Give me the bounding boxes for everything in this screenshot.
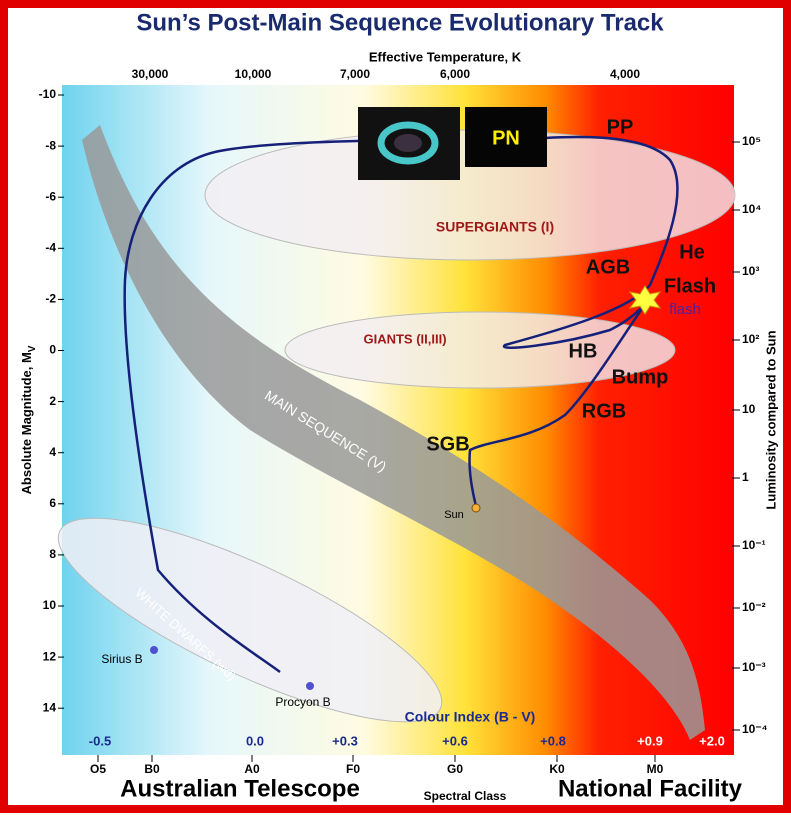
left-tick-label: -6 bbox=[45, 189, 56, 203]
colour-index-label: 0.0 bbox=[246, 733, 264, 748]
spectral-label: M0 bbox=[647, 762, 664, 776]
spectral-label: F0 bbox=[346, 762, 360, 776]
spectral-label: G0 bbox=[447, 762, 463, 776]
left-axis-title-text: Absolute Magnitude, M bbox=[19, 352, 34, 494]
right-tick-label: 10³ bbox=[742, 264, 759, 278]
right-tick-label: 1 bbox=[742, 470, 749, 484]
procyon-b-label: Procyon B bbox=[275, 695, 330, 709]
left-tick-label: 0 bbox=[49, 343, 56, 357]
footer-left: Australian Telescope bbox=[120, 775, 360, 802]
colour-index-label: +2.0 bbox=[699, 733, 725, 748]
procyon-b-dot bbox=[306, 682, 314, 690]
colour-index-label: -0.5 bbox=[89, 733, 111, 748]
spectral-label: A0 bbox=[244, 762, 260, 776]
flash-label: Flash bbox=[664, 275, 716, 297]
sun-dot bbox=[472, 504, 480, 512]
sirius-b-label: Sirius B bbox=[101, 652, 142, 666]
he-label: He bbox=[679, 241, 705, 263]
right-tick-label: 10⁻⁴ bbox=[742, 722, 768, 736]
spectral-label: B0 bbox=[144, 762, 160, 776]
left-axis-subscript: V bbox=[27, 345, 38, 352]
colour-index-label: +0.6 bbox=[442, 733, 468, 748]
footer-right: National Facility bbox=[558, 775, 743, 802]
top-tick-label: 10,000 bbox=[235, 67, 272, 81]
sun-label: Sun bbox=[444, 509, 464, 521]
left-tick-label: -2 bbox=[45, 292, 56, 306]
spectral-class-title: Spectral Class bbox=[424, 789, 507, 803]
left-tick-label: 2 bbox=[49, 394, 56, 408]
left-tick-label: -4 bbox=[45, 240, 56, 254]
top-tick-label: 6,000 bbox=[440, 67, 470, 81]
spectral-label: O5 bbox=[90, 762, 106, 776]
right-tick-label: 10⁴ bbox=[742, 202, 761, 216]
supergiants-label: SUPERGIANTS (I) bbox=[436, 219, 554, 235]
top-tick-label: 4,000 bbox=[610, 67, 640, 81]
left-tick-label: 6 bbox=[49, 496, 56, 510]
left-tick-label: 10 bbox=[43, 598, 57, 612]
left-tick-label: -10 bbox=[39, 87, 57, 101]
right-tick-label: 10⁵ bbox=[742, 134, 761, 148]
right-tick-label: 10⁻³ bbox=[742, 660, 766, 674]
colour-index-label: +0.9 bbox=[637, 733, 663, 748]
hb-label: HB bbox=[569, 340, 598, 362]
left-tick-label: 4 bbox=[49, 445, 56, 459]
nebula-core bbox=[394, 134, 422, 152]
title: Sun’s Post-Main Sequence Evolutionary Tr… bbox=[136, 9, 664, 36]
right-axis-title: Luminosity compared to Sun bbox=[763, 330, 778, 509]
spectral-label: K0 bbox=[549, 762, 565, 776]
left-tick-label: 12 bbox=[43, 649, 57, 663]
flash-small-label: flash bbox=[669, 301, 701, 318]
right-tick-label: 10⁻¹ bbox=[742, 538, 766, 552]
top-tick-label: 7,000 bbox=[340, 67, 370, 81]
colour-index-label: +0.3 bbox=[332, 733, 358, 748]
giants-label: GIANTS (II,III) bbox=[363, 331, 446, 346]
pn-label: PN bbox=[492, 127, 520, 149]
right-tick-label: 10⁻² bbox=[742, 600, 766, 614]
colour-index-title: Colour Index (B - V) bbox=[405, 709, 536, 725]
diagram: 30,000 10,000 7,000 6,000 4,000 -10 -8 -6 -4 -2 0 2… bbox=[0, 0, 791, 813]
right-tick-label: 10² bbox=[742, 332, 759, 346]
rgb-label: RGB bbox=[582, 400, 626, 422]
bump-label: Bump bbox=[612, 366, 669, 388]
colour-index-label: +0.8 bbox=[540, 733, 566, 748]
left-tick-label: -8 bbox=[45, 138, 56, 152]
top-axis-title: Effective Temperature, K bbox=[369, 49, 522, 64]
top-tick-label: 30,000 bbox=[132, 67, 169, 81]
left-tick-label: 14 bbox=[43, 700, 57, 714]
agb-label: AGB bbox=[586, 256, 630, 278]
sirius-b-dot bbox=[150, 646, 158, 654]
left-tick-label: 8 bbox=[49, 547, 56, 561]
pp-label: PP bbox=[607, 116, 634, 138]
right-tick-label: 10 bbox=[742, 402, 756, 416]
sgb-label: SGB bbox=[426, 433, 469, 455]
